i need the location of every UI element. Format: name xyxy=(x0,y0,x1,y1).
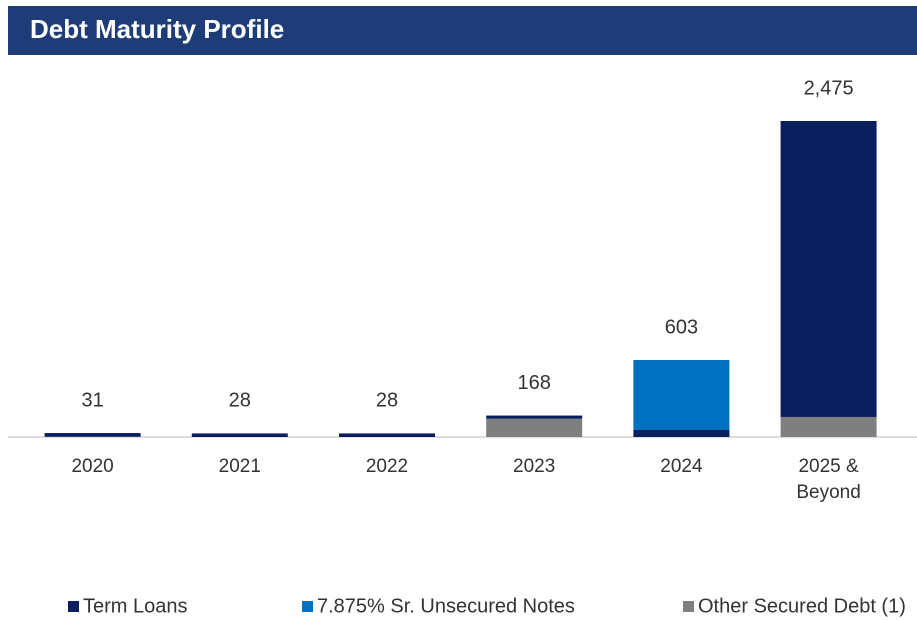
legend-swatch xyxy=(302,601,313,612)
x-tick-label: 2020 xyxy=(71,456,113,477)
total-label: 28 xyxy=(376,390,398,412)
bar-segment xyxy=(780,121,877,417)
bar-segment xyxy=(633,429,730,437)
x-tick-label: 2022 xyxy=(366,456,408,477)
bar-segment xyxy=(191,433,288,437)
legend-label: Other Secured Debt (1) xyxy=(698,595,906,617)
legend-swatch xyxy=(683,601,694,612)
total-label: 168 xyxy=(518,372,551,394)
legend-swatch xyxy=(68,601,79,612)
x-tick-label: 2023 xyxy=(513,456,555,477)
x-tick-label: 2021 xyxy=(219,456,261,477)
total-label: 2,475 xyxy=(804,77,854,99)
legend-label: 7.875% Sr. Unsecured Notes xyxy=(317,595,575,617)
legend-label: Term Loans xyxy=(83,595,188,617)
bar-segment xyxy=(780,416,877,437)
total-label: 603 xyxy=(665,316,698,338)
header-bar xyxy=(8,6,917,55)
bar-segment xyxy=(486,415,583,419)
total-label: 31 xyxy=(81,389,103,411)
bar-segment xyxy=(44,433,141,437)
chart-title: Debt Maturity Profile xyxy=(30,14,284,44)
bar-segment xyxy=(339,433,435,437)
bar-segment xyxy=(633,360,730,430)
x-tick-label: 2024 xyxy=(660,456,703,477)
bar-segment xyxy=(486,418,583,437)
total-label: 28 xyxy=(229,390,251,412)
x-tick-label: 2025 & Beyond xyxy=(796,456,860,503)
